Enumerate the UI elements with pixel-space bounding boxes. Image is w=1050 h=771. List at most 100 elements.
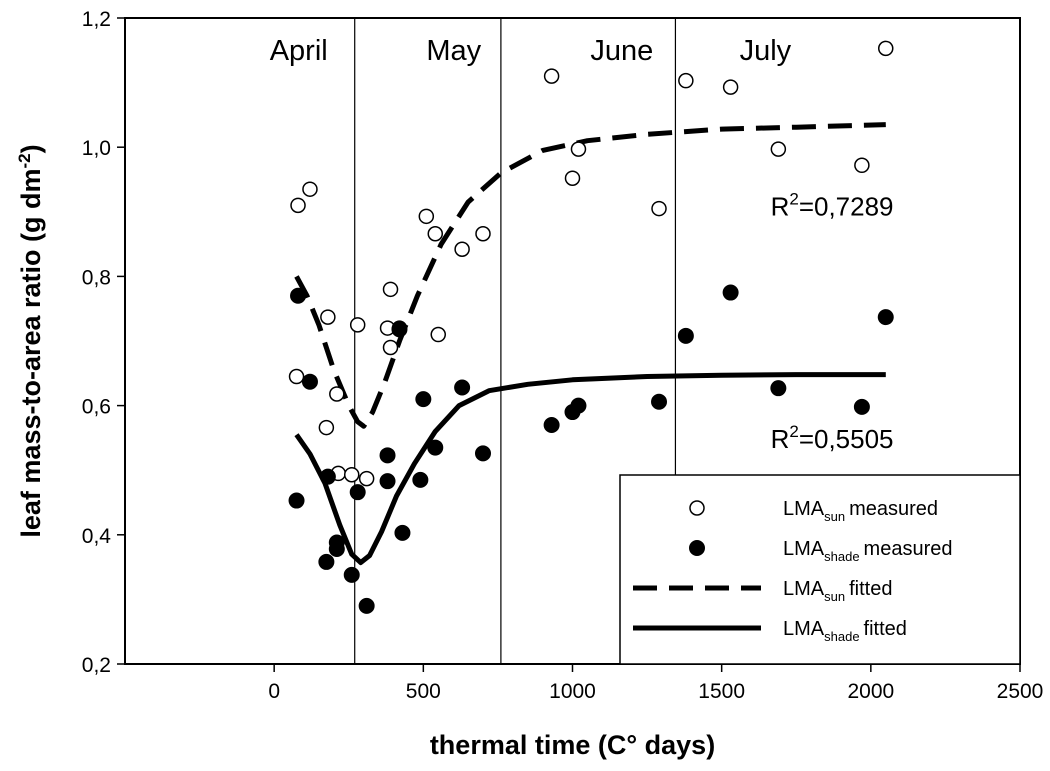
y-tick-label: 1,0 [82,137,111,160]
r-squared-value: =0,5505 [799,424,894,454]
y-tick-label: 0,4 [82,525,112,548]
shade-measured-point [412,471,429,488]
sun-measured-point [290,197,306,214]
sun-measured-point [564,170,581,186]
x-tick-label: 1000 [549,680,596,703]
legend-rest: measured [849,498,938,520]
shade-measured-point [394,524,411,541]
month-label: July [740,35,792,67]
legend-subscript: shade [824,629,859,644]
legend-subscript: shade [824,549,859,564]
shade-measured-point [454,379,471,396]
shade-measured-point [651,393,668,410]
sun-measured-point [349,317,366,333]
month-label: June [590,35,653,67]
shade-measured-point [677,327,694,344]
shade-measured-point [853,398,870,415]
x-tick-label: 0 [268,680,280,703]
sun-measured-point [288,368,305,385]
r-squared-base: R [771,424,790,454]
legend-rest: measured [864,538,953,560]
sun-measured-point [382,339,399,356]
sun-measured-point [722,79,739,95]
legend-base: LMA [783,498,825,520]
sun-measured-point [329,386,345,402]
month-labels: April May June July [270,35,792,67]
legend-entry-text: LMAsun measured [783,498,938,524]
sun-measured-point [651,200,667,217]
sun-measured-point [358,470,375,487]
x-tick-label: 2500 [997,680,1044,703]
y-axis-title: leaf mass-to-area ratio (g dm-2) [15,144,46,537]
shade-measured-point [543,416,560,433]
sun-measured-point [454,241,470,258]
y-tick-label: 0,2 [82,654,111,677]
x-tick-label: 500 [406,680,441,703]
x-tick-label: 2000 [847,680,894,703]
sun-measured-point [302,181,318,197]
legend-base: LMA [783,618,825,640]
legend-rest: fitted [849,578,892,600]
legend-rest: fitted [864,618,907,640]
legend-filled-circle-icon [689,540,705,556]
x-tick-label: 1500 [698,680,745,703]
x-axis-title: thermal time (C° days) [430,730,715,760]
r-squared-sun: R2=0,7289 [771,189,894,221]
r-squared-sup: 2 [789,422,798,441]
sun-measured-point [678,72,694,89]
y-tick-label: 1,2 [82,8,111,31]
shade-measured-point [319,468,336,485]
shade-measured-point [770,380,787,397]
legend-box [619,474,1021,665]
legend-base: LMA [783,578,825,600]
month-label: April [270,35,328,67]
legend-base: LMA [783,538,825,560]
shade-fitted-curve [294,372,886,566]
shade-measured-point [301,373,318,390]
shade-measured-point [379,447,396,464]
shade-measured-point [290,287,307,304]
r-squared-value: =0,7289 [799,191,894,221]
r-squared-base: R [771,191,790,221]
shade-measured-point [475,445,491,462]
shade-measured-point [391,321,408,338]
shade-measured-point [328,541,345,558]
sun-measured-point [418,208,435,225]
shade-measured-point [427,439,444,456]
legend-subscript: sun [824,589,845,604]
y-axis-title-main: leaf mass-to-area ratio (g dm [16,169,46,538]
shade-measured-point [877,309,894,326]
legend-subscript: sun [824,509,845,524]
data-markers [288,40,894,614]
sun-measured-point [878,40,894,57]
shade-measured-point [358,597,375,614]
shade-measured-point [379,473,396,490]
legend-entry-text: LMAshade measured [783,538,952,564]
sun-measured-point [320,309,336,325]
shade-measured-point [318,553,335,570]
y-tick-label: 0,8 [82,266,111,289]
sun-measured-point [570,141,587,157]
legend-entry-text: LMAsun fitted [783,578,892,604]
fitted-curves [294,122,886,566]
legend-entry-text: LMAshade fitted [783,618,907,644]
sun-measured-point [475,226,491,242]
legend-open-circle-icon [689,500,705,516]
y-tick-label: 0,6 [82,396,111,419]
shade-measured-point [570,397,587,414]
shade-measured-point [415,391,432,408]
shade-measured-point [343,566,360,583]
sun-measured-point [427,226,444,242]
sun-measured-point [770,141,787,157]
sun-measured-point [318,419,335,436]
sun-measured-point [430,326,446,343]
y-axis-title-sup: -2 [15,153,34,168]
r-squared-sup: 2 [789,189,798,208]
sun-measured-point [382,281,399,298]
sun-measured-point [343,466,360,483]
sun-measured-point [543,68,560,84]
y-axis-title-close: ) [16,144,46,153]
r-squared-shade: R2=0,5505 [771,422,894,454]
